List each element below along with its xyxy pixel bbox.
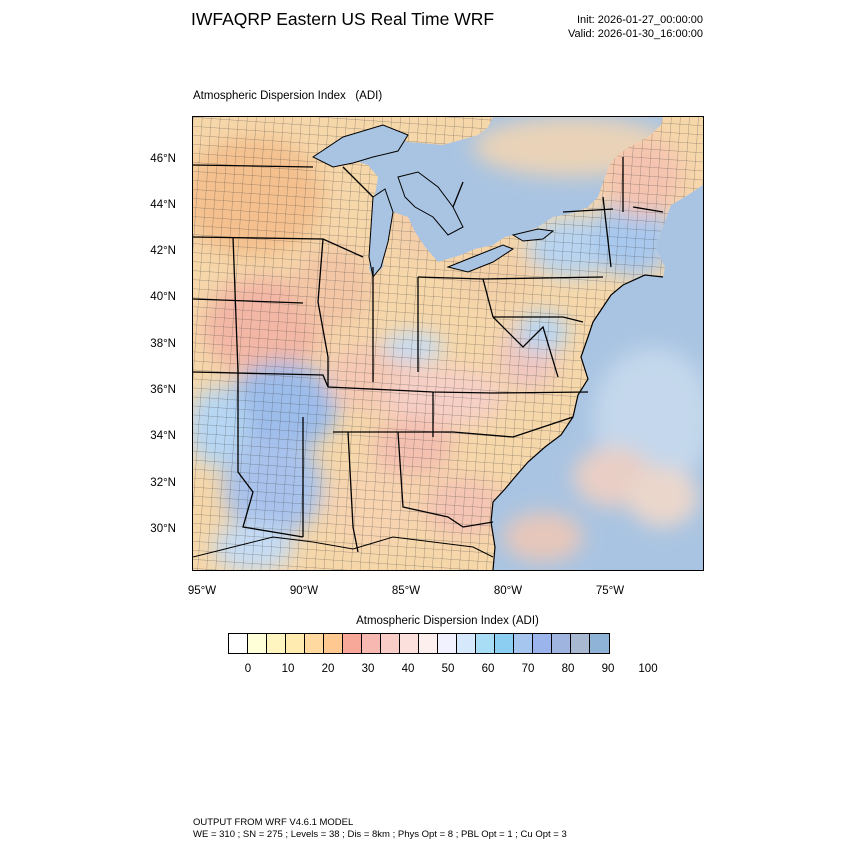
colorbar-box: [419, 634, 438, 653]
colorbar-box: [286, 634, 305, 653]
colorbar-box: [381, 634, 400, 653]
colorbar-box: [324, 634, 343, 653]
colorbar-box: [305, 634, 324, 653]
valid-time: Valid: 2026-01-30_16:00:00: [568, 28, 703, 40]
lat-label: 42°N: [150, 245, 176, 257]
colorbar-box: [362, 634, 381, 653]
colorbar-title: Atmospheric Dispersion Index (ADI): [356, 615, 539, 627]
colorbar-tick-label: 60: [481, 663, 495, 675]
footer-line-config: WE = 310 ; SN = 275 ; Levels = 38 ; Dis …: [193, 829, 567, 840]
colorbar-box: [533, 634, 552, 653]
colorbar-tick-label: 90: [601, 663, 615, 675]
lake-ontario: [511, 228, 555, 242]
colorbar-box: [476, 634, 495, 653]
colorbar-tick-label: 10: [281, 663, 295, 675]
lat-label: 36°N: [150, 384, 176, 396]
colorbar-box: [229, 634, 248, 653]
model-footer: OUTPUT FROM WRF V4.6.1 MODEL WE = 310 ; …: [193, 817, 567, 841]
footer-line-model: OUTPUT FROM WRF V4.6.1 MODEL: [193, 817, 354, 828]
colorbar: [228, 633, 610, 654]
state-boundaries: [193, 157, 664, 553]
colorbar-tick-label: 0: [244, 663, 252, 675]
map-subtitle: Atmospheric Dispersion Index (ADI): [193, 90, 383, 102]
colorbar-box: [248, 634, 267, 653]
colorbar-tick-label: 100: [638, 663, 658, 675]
lat-label: 30°N: [150, 523, 176, 535]
colorbar-box: [495, 634, 514, 653]
page-title: IWFAQRP Eastern US Real Time WRF: [191, 9, 495, 29]
colorbar-box: [590, 634, 609, 653]
colorbar-box: [267, 634, 286, 653]
lon-label: 80°W: [493, 585, 523, 597]
lat-label: 46°N: [150, 153, 176, 165]
colorbar-tick-label: 70: [521, 663, 535, 675]
colorbar-tick-label: 40: [401, 663, 415, 675]
colorbar-box: [552, 634, 571, 653]
colorbar-box: [457, 634, 476, 653]
atlantic-coastline: [490, 274, 664, 570]
lat-label: 38°N: [150, 338, 176, 350]
colorbar-tick-label: 50: [441, 663, 455, 675]
run-times: Init: 2026-01-27_00:00:00 Valid: 2026-01…: [568, 13, 703, 41]
colorbar-box: [571, 634, 590, 653]
lat-label: 44°N: [150, 199, 176, 211]
colorbar-tick-label: 20: [321, 663, 335, 675]
lake-erie: [446, 244, 515, 273]
lake-michigan: [368, 188, 394, 279]
init-time: Init: 2026-01-27_00:00:00: [577, 14, 703, 26]
lon-label: 85°W: [391, 585, 421, 597]
lat-label: 32°N: [150, 477, 176, 489]
colorbar-box: [514, 634, 533, 653]
lake-huron: [397, 171, 464, 236]
map-panel: [192, 116, 704, 571]
colorbar-tick-label: 30: [361, 663, 375, 675]
great-lakes: [312, 124, 555, 279]
lon-label: 95°W: [187, 585, 217, 597]
colorbar-box: [438, 634, 457, 653]
gulf-coastline: [193, 536, 494, 558]
lon-label: 90°W: [289, 585, 319, 597]
adi-map: [193, 117, 703, 570]
lon-label: 75°W: [595, 585, 625, 597]
lat-label: 40°N: [150, 291, 176, 303]
colorbar-box: [400, 634, 419, 653]
lake-superior: [312, 124, 409, 168]
colorbar-box: [343, 634, 362, 653]
lat-label: 34°N: [150, 430, 176, 442]
colorbar-tick-label: 80: [561, 663, 575, 675]
